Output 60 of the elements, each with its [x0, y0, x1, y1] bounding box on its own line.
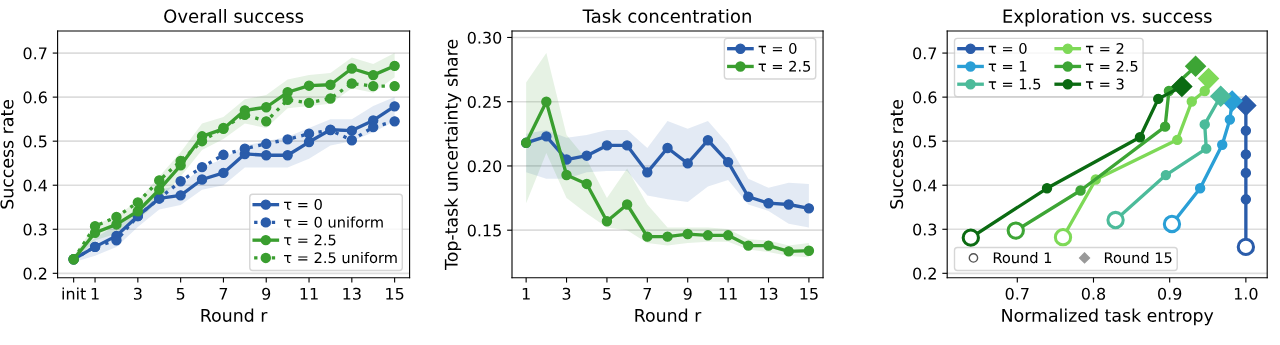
x-tick-label: 0.7 [1005, 287, 1029, 300]
x-tick-label: 3 [562, 287, 571, 300]
x-tick-label: 5 [176, 287, 185, 300]
legend-label: τ = 2.5 uniform [284, 251, 397, 264]
x-tick-label: init [62, 287, 86, 300]
legend-label: τ = 1.5 [988, 78, 1041, 90]
y-tick-label: 0.5 [23, 135, 47, 148]
legend-label: τ = 2.5 [758, 60, 811, 72]
x-tick-label: 0.8 [1081, 287, 1106, 300]
chart-title: Task concentration [582, 9, 751, 23]
y-tick-label: 0.6 [913, 91, 937, 104]
y-tick-label: 0.20 [467, 160, 502, 173]
x-tick-label: 5 [603, 287, 611, 300]
x-axis-title: Round r [635, 308, 702, 322]
y-axis-title: Success rate [890, 99, 904, 209]
y-tick-label: 0.25 [467, 95, 501, 109]
x-tick-label: 7 [643, 287, 652, 300]
y-tick-label: 0.2 [23, 267, 47, 280]
x-tick-label: 13 [343, 287, 361, 300]
x-tick-label: 7 [219, 287, 228, 300]
chart-title: Exploration vs. success [1003, 9, 1212, 27]
y-tick-label: 0.5 [913, 135, 937, 148]
y-tick-label: 0.4 [913, 179, 937, 192]
x-tick-label: 1 [91, 287, 99, 300]
legend-label: τ = 0 uniform [284, 216, 383, 228]
y-axis-title: Top-task uncertainty share [444, 39, 462, 270]
y-tick-label: 0.6 [23, 91, 47, 104]
x-tick-label: 3 [133, 287, 142, 300]
y-tick-label: 0.7 [23, 47, 47, 60]
x-tick-label: 9 [683, 287, 692, 300]
y-tick-label: 0.2 [913, 267, 936, 280]
y-tick-label: 0.3 [913, 223, 937, 236]
x-axis-title: Round r [201, 308, 268, 322]
x-tick-label: 9 [262, 287, 271, 300]
y-axis-title: Success rate [0, 99, 14, 209]
x-tick-label: 15 [800, 287, 818, 300]
annotation: Round 1 [993, 251, 1052, 264]
y-tick-label: 0.7 [913, 47, 937, 60]
x-tick-label: 11 [300, 287, 318, 300]
legend-label: τ = 2.5 [284, 234, 336, 246]
annotation: Round 15 [1104, 251, 1172, 264]
legend-label: τ = 0 [758, 42, 797, 55]
y-tick-label: 0.15 [467, 224, 501, 237]
x-tick-label: 13 [760, 287, 778, 300]
legend-label: τ = 2 [1085, 42, 1124, 54]
y-tick-label: 0.30 [467, 31, 502, 44]
y-tick-label: 0.3 [23, 223, 47, 236]
legend-label: τ = 3 [1085, 78, 1124, 90]
x-tick-label: 1.0 [1234, 287, 1258, 300]
legend-label: τ = 1 [988, 60, 1027, 72]
x-tick-label: 15 [386, 287, 404, 300]
x-tick-label: 0.9 [1158, 287, 1182, 300]
legend-label: τ = 0 [988, 42, 1027, 55]
legend-label: τ = 2.5 [1085, 60, 1138, 72]
x-axis-title: Normalized task entropy [1002, 308, 1214, 326]
x-tick-label: 1 [522, 287, 530, 300]
y-tick-label: 0.4 [23, 179, 47, 192]
chart-title: Overall success [164, 9, 304, 23]
x-tick-label: 11 [719, 287, 737, 300]
legend-label: τ = 0 [284, 198, 322, 210]
